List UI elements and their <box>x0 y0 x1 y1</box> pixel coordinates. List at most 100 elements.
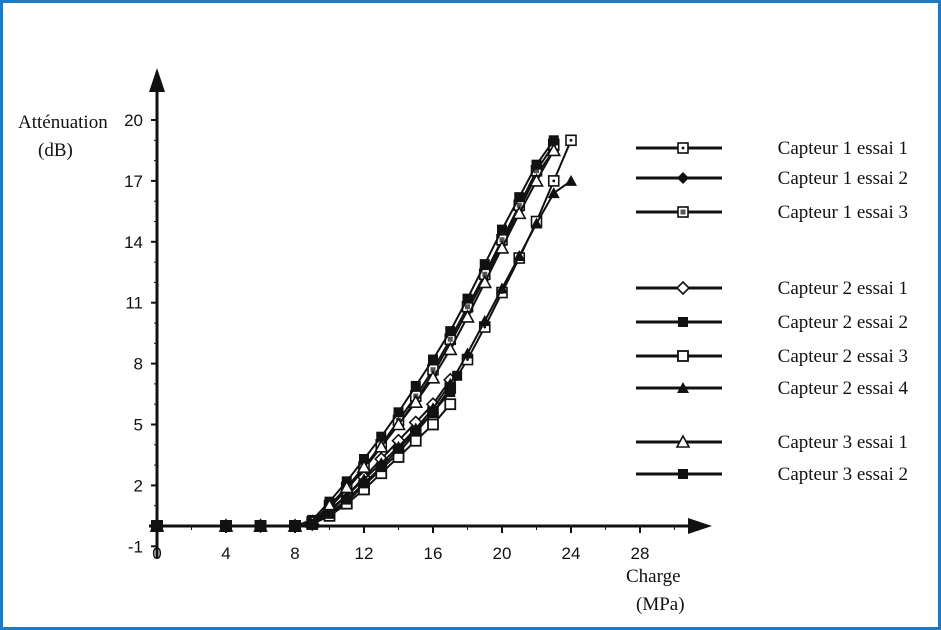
series-2 <box>151 144 560 532</box>
marker-square-filled <box>324 508 335 519</box>
legend-entry: Capteur 3 essai 1 <box>636 432 908 453</box>
x-tick-label: 20 <box>493 544 512 563</box>
marker-square-filled <box>514 192 525 203</box>
x-tick-label: 16 <box>424 544 443 563</box>
marker-square-filled <box>410 425 421 436</box>
x-tick-label: 0 <box>152 544 161 563</box>
marker-square-filled <box>393 443 404 454</box>
x-axis-arrow <box>688 518 712 534</box>
series-3 <box>151 138 560 532</box>
y-axis-arrow <box>149 68 165 92</box>
legend-entry: Capteur 2 essai 3 <box>636 346 908 367</box>
series-line <box>157 139 555 527</box>
marker-square-filled <box>428 354 438 365</box>
series-5 <box>152 135 559 531</box>
marker-triangle-open <box>675 434 691 448</box>
marker-triangle-filled <box>513 250 526 262</box>
marker-inner <box>680 209 686 215</box>
series-6 <box>151 398 457 532</box>
legend-label: Capteur 3 essai 2 <box>778 464 908 485</box>
marker-inner <box>447 336 453 342</box>
series-9 <box>152 370 463 531</box>
legend-label: Capteur 1 essai 1 <box>778 138 908 159</box>
marker-triangle-filled <box>461 347 474 359</box>
marker-square-filled <box>290 521 300 531</box>
marker-square-filled <box>445 387 456 398</box>
legend-entry: Capteur 1 essai 2 <box>636 168 908 189</box>
marker-dot <box>466 358 469 361</box>
marker-triangle-filled <box>565 174 577 186</box>
marker-triangle-filled <box>496 282 508 294</box>
marker-triangle-filled <box>677 382 689 393</box>
y-tick-label: 11 <box>125 294 143 313</box>
marker-dot <box>569 138 573 142</box>
marker-inner <box>430 367 436 373</box>
legend-entry: Capteur 2 essai 4 <box>636 378 909 399</box>
marker-square-filled <box>410 380 421 391</box>
legend-entry: Capteur 2 essai 1 <box>636 278 908 299</box>
marker-diamond-filled <box>677 172 689 184</box>
marker-square-filled <box>307 518 318 529</box>
series-8 <box>149 142 562 532</box>
marker-square-filled <box>376 431 387 442</box>
marker-square-filled <box>678 317 688 327</box>
marker-triangle-open <box>442 341 458 356</box>
marker-square-filled <box>341 494 352 505</box>
legend-entry: Capteur 1 essai 3 <box>636 202 908 223</box>
y-tick-label: 14 <box>124 233 143 252</box>
marker-square-open <box>677 350 689 362</box>
marker-triangle-open <box>494 240 510 254</box>
series-line <box>157 403 452 527</box>
marker-square-filled <box>531 159 542 170</box>
legend: Capteur 1 essai 1 Capteur 1 essai 2 Capteu… <box>636 138 909 485</box>
marker-triangle-open <box>511 205 527 220</box>
legend-label: Capteur 2 essai 1 <box>778 278 908 299</box>
legend-label: Capteur 1 essai 2 <box>778 168 908 189</box>
marker-triangle-open <box>391 416 406 431</box>
marker-square-filled <box>479 259 490 270</box>
marker-inner <box>516 202 522 208</box>
marker-triangle-open <box>460 309 475 323</box>
marker-square-open <box>427 418 439 431</box>
marker-square-filled <box>359 454 369 465</box>
y-tick-label: 8 <box>134 355 143 374</box>
legend-entry: Capteur 1 essai 1 <box>636 138 908 159</box>
marker-dot <box>483 325 487 329</box>
marker-square-filled <box>359 478 369 489</box>
marker-dot <box>681 146 685 150</box>
marker-square-open <box>409 434 422 447</box>
y-tick-label: 2 <box>134 476 143 495</box>
marker-inner <box>499 237 505 243</box>
marker-square-open <box>444 398 457 411</box>
legend-label: Capteur 2 essai 4 <box>778 378 909 399</box>
marker-inner <box>482 271 488 277</box>
x-axis-label-line1: Charge <box>626 566 681 587</box>
marker-square-filled <box>255 521 266 531</box>
marker-square-filled <box>497 224 507 235</box>
marker-triangle-open <box>373 439 389 453</box>
marker-inner <box>465 304 470 310</box>
legend-label: Capteur 2 essai 3 <box>778 346 908 367</box>
marker-triangle-open <box>408 394 424 408</box>
marker-square-filled <box>548 135 559 146</box>
marker-triangle-filled <box>478 314 491 326</box>
marker-square-filled <box>452 370 463 381</box>
y-tick-label: 20 <box>124 111 143 130</box>
legend-entry: Capteur 2 essai 2 <box>636 312 908 333</box>
marker-square-filled <box>152 521 162 531</box>
marker-inner <box>534 168 539 174</box>
marker-square-filled <box>445 326 456 337</box>
series-7 <box>151 174 577 531</box>
marker-triangle-open <box>477 274 493 289</box>
marker-square-filled <box>678 469 688 479</box>
y-tick-label: -1 <box>128 537 143 556</box>
x-tick-label: 4 <box>221 544 230 563</box>
marker-square-filled <box>462 293 473 304</box>
y-tick-label: 5 <box>134 416 143 435</box>
legend-entry: Capteur 3 essai 2 <box>636 464 908 485</box>
series-layer <box>149 134 577 534</box>
marker-square-filled <box>221 521 231 531</box>
marker-square-filled <box>376 462 387 473</box>
marker-triangle-open <box>339 479 355 494</box>
legend-label: Capteur 2 essai 2 <box>778 312 908 333</box>
